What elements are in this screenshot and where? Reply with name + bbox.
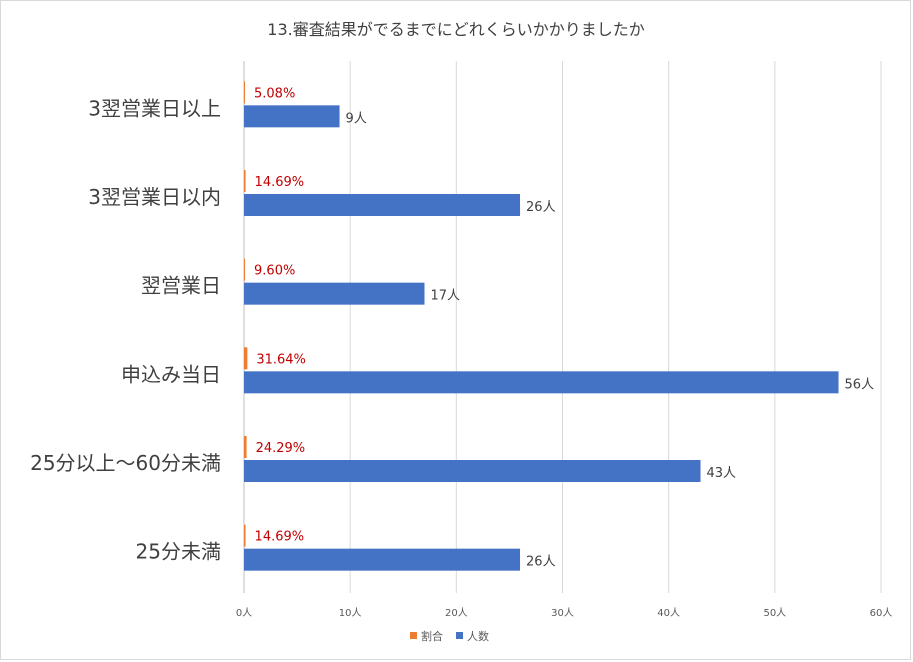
legend: 割合 人数 (410, 629, 489, 643)
category-label: 25分未満 (136, 540, 221, 564)
data-label-count: 17人 (430, 289, 460, 304)
x-tick-label: 60人 (870, 607, 893, 619)
legend-swatch (456, 632, 463, 639)
legend-item: 割合 (410, 629, 443, 643)
data-label-count: 9人 (346, 111, 367, 126)
x-tick-label: 30人 (551, 607, 574, 619)
bar-count (244, 371, 839, 394)
x-tick-label: 50人 (763, 607, 786, 619)
x-tick-label: 20人 (445, 607, 468, 619)
category-label: 申込み当日 (121, 362, 221, 386)
x-axis-tick-labels: 0人 10人 20人 30人 40人 50人 60人 (236, 607, 893, 619)
bar-count (244, 282, 425, 305)
bar-ratio (244, 81, 245, 104)
data-label-ratio: 24.29% (256, 441, 306, 456)
category-label: 3翌営業日以内 (88, 185, 221, 209)
legend-label: 人数 (467, 630, 489, 643)
bar-count (244, 105, 340, 128)
bar-count (244, 548, 521, 571)
data-label-ratio: 31.64% (256, 352, 306, 367)
bar-ratio (244, 524, 246, 547)
chart-title: 13.審査結果がでるまでにどれくらいかかりましたか (267, 20, 644, 39)
category-label: 翌営業日 (141, 274, 221, 298)
data-label-ratio: 14.69% (255, 175, 305, 190)
legend-item: 人数 (456, 630, 489, 643)
bars: 5.08% 9人 14.69% 26人 9.60% 17人 31.64% 56人 24.29% 4… (244, 81, 875, 571)
bar-count (244, 194, 521, 216)
bar-ratio (244, 436, 247, 458)
x-tick-label: 10人 (339, 607, 362, 619)
bar-ratio (244, 347, 248, 370)
data-label-count: 26人 (526, 555, 556, 570)
data-label-count: 26人 (526, 200, 556, 215)
data-label-count: 43人 (707, 466, 737, 481)
bar-ratio (244, 170, 246, 192)
category-label: 3翌営業日以上 (88, 96, 221, 120)
x-tick-label: 0人 (236, 607, 252, 619)
gridlines (243, 61, 882, 593)
category-label: 25分以上～60分未満 (30, 451, 221, 475)
data-label-ratio: 14.69% (255, 530, 305, 545)
data-label-ratio: 5.08% (254, 86, 295, 101)
bar-ratio (244, 258, 246, 281)
legend-swatch (410, 632, 417, 639)
legend-label: 割合 (421, 629, 443, 643)
x-tick-label: 40人 (657, 607, 680, 619)
data-label-ratio: 9.60% (254, 264, 295, 279)
bar-count (244, 460, 701, 482)
data-label-count: 56人 (845, 377, 875, 392)
